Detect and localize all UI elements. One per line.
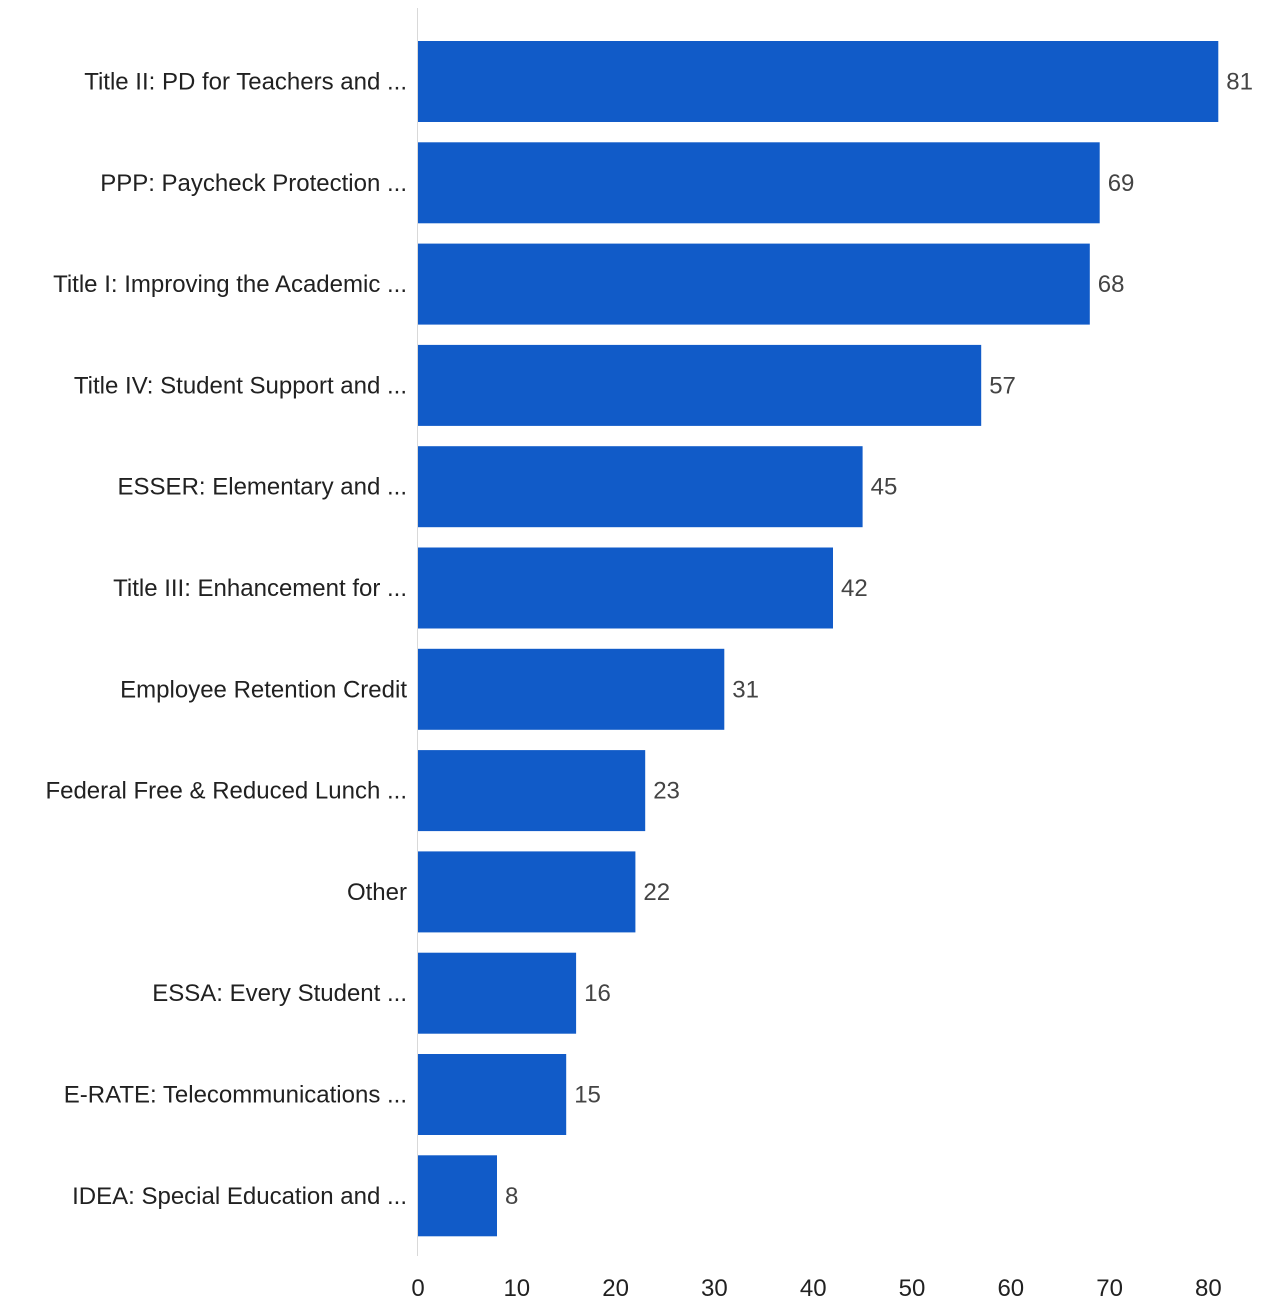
bar bbox=[418, 446, 863, 528]
value-label: 68 bbox=[1098, 271, 1125, 298]
bar bbox=[418, 1054, 567, 1135]
bar bbox=[418, 344, 982, 426]
category-label: E-RATE: Telecommunications ... bbox=[64, 1082, 407, 1109]
value-label: 69 bbox=[1108, 170, 1135, 197]
x-tick-label: 30 bbox=[701, 1275, 728, 1302]
x-tick-label: 60 bbox=[997, 1275, 1024, 1302]
value-label: 23 bbox=[653, 778, 680, 805]
category-label: IDEA: Special Education and ... bbox=[72, 1183, 407, 1210]
category-label: PPP: Paycheck Protection ... bbox=[100, 170, 407, 197]
x-tick-label: 50 bbox=[899, 1275, 926, 1302]
value-label: 22 bbox=[643, 879, 670, 906]
value-label: 16 bbox=[584, 980, 611, 1007]
category-label: Title I: Improving the Academic ... bbox=[53, 271, 407, 298]
bar bbox=[418, 243, 1090, 325]
bar bbox=[418, 851, 636, 933]
value-label: 8 bbox=[505, 1183, 518, 1210]
bar bbox=[418, 547, 833, 629]
x-tick-label: 10 bbox=[503, 1275, 530, 1302]
category-labels: Title II: PD for Teachers and ... PPP: Pa… bbox=[45, 69, 407, 1210]
category-label: Federal Free & Reduced Lunch ... bbox=[45, 778, 407, 805]
value-label: 31 bbox=[732, 676, 759, 703]
category-label: Title III: Enhancement for ... bbox=[113, 575, 407, 602]
x-axis-ticks: 0 10 20 30 40 50 60 70 80 bbox=[411, 1275, 1221, 1302]
x-tick-label: 0 bbox=[411, 1275, 424, 1302]
value-label: 42 bbox=[841, 575, 868, 602]
x-tick-label: 80 bbox=[1195, 1275, 1222, 1302]
bar bbox=[418, 952, 577, 1034]
category-label: Other bbox=[347, 879, 407, 906]
value-label: 57 bbox=[989, 372, 1016, 399]
category-label: Title IV: Student Support and ... bbox=[74, 372, 407, 399]
bar bbox=[418, 1155, 497, 1237]
value-label: 45 bbox=[871, 474, 898, 501]
bar bbox=[418, 648, 725, 730]
x-tick-label: 70 bbox=[1096, 1275, 1123, 1302]
bar bbox=[418, 142, 1100, 224]
category-label: ESSA: Every Student ... bbox=[152, 980, 407, 1007]
value-label: 15 bbox=[574, 1082, 601, 1109]
bar bbox=[418, 41, 1219, 122]
bar bbox=[418, 750, 646, 832]
x-tick-label: 40 bbox=[800, 1275, 827, 1302]
value-labels: 81 69 68 57 45 42 31 23 22 16 15 8 bbox=[505, 69, 1253, 1210]
category-label: Employee Retention Credit bbox=[120, 676, 407, 703]
x-tick-label: 20 bbox=[602, 1275, 629, 1302]
value-label: 81 bbox=[1226, 69, 1253, 96]
category-label: ESSER: Elementary and ... bbox=[118, 474, 407, 501]
bars-group bbox=[418, 41, 1219, 1237]
category-label: Title II: PD for Teachers and ... bbox=[84, 69, 407, 96]
